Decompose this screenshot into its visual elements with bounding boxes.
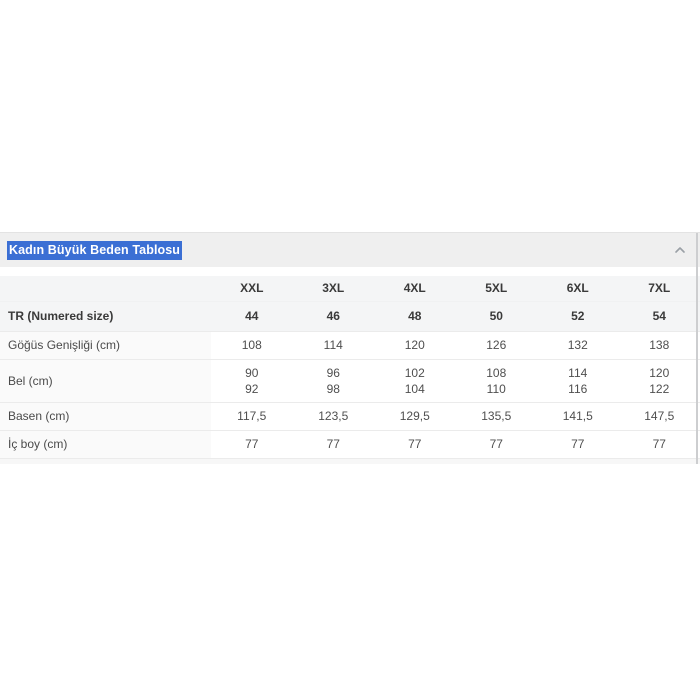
row-label: Basen (cm) [0,403,211,430]
size-value-cell: 141,5 [562,409,593,424]
row-label: Bel (cm) [0,360,211,402]
size-value-cell: 129,5 [399,409,430,424]
size-value-cell: 108 110 [486,365,507,396]
size-value-cell: 90 92 [245,365,259,396]
section-right-border [696,233,698,464]
column-header: 4XL [403,281,426,296]
column-header: XXL [240,281,264,296]
row-label: TR (Numered size) [8,309,114,324]
header-gap [0,267,700,276]
size-value-cell: 77 [245,437,259,452]
size-value-cell: 102 104 [404,365,425,396]
table-row-chest: Göğüs Genişliği (cm) 108 114 120 126 132… [0,332,700,360]
size-value-cell: 135,5 [481,409,512,424]
table-row-inseam: İç boy (cm) 77 77 77 77 77 77 [0,431,700,459]
column-header: 6XL [566,281,589,296]
size-value-cell: 77 [571,437,585,452]
size-value-cell: 77 [326,437,340,452]
size-value-cell: 50 [489,309,503,324]
column-header: 3XL [322,281,345,296]
size-value-cell: 52 [571,309,585,324]
size-value-cell: 147,5 [644,409,675,424]
size-table: XXL 3XL 4XL 5XL 6XL 7XL TR (Numered size… [0,276,700,459]
column-header: 5XL [485,281,508,296]
size-value-cell: 96 98 [326,365,340,396]
size-value-cell: 77 [489,437,503,452]
size-value-cell: 114 [323,338,343,353]
size-value-cell: 126 [486,338,507,353]
table-row-tr-size: TR (Numered size) 44 46 48 50 52 54 [0,302,700,332]
size-value-cell: 54 [652,309,666,324]
column-header: 7XL [648,281,671,296]
size-value-cell: 44 [245,309,259,324]
table-row-waist: Bel (cm) 90 92 96 98 102 104 108 110 114… [0,360,700,403]
table-row-hips: Basen (cm) 117,5 123,5 129,5 135,5 141,5… [0,403,700,431]
size-value-cell: 123,5 [318,409,349,424]
size-value-cell: 114 116 [568,365,588,396]
size-value-cell: 120 [404,338,425,353]
size-value-cell: 48 [408,309,422,324]
row-label: Göğüs Genişliği (cm) [0,332,211,359]
size-value-cell: 117,5 [237,409,267,424]
size-value-cell: 120 122 [649,365,670,396]
bottom-strip [0,459,700,464]
table-header-row: XXL 3XL 4XL 5XL 6XL 7XL [0,276,700,302]
size-value-cell: 108 [241,338,262,353]
size-chart-accordion: Kadın Büyük Beden Tablosu XXL 3XL 4XL 5X… [0,232,700,464]
accordion-title: Kadın Büyük Beden Tablosu [7,240,183,260]
chevron-up-icon[interactable] [672,242,688,258]
size-value-cell: 77 [408,437,422,452]
row-label: İç boy (cm) [0,431,211,458]
size-value-cell: 77 [652,437,666,452]
size-value-cell: 132 [567,338,588,353]
size-value-cell: 138 [649,338,670,353]
size-chart-accordion-header[interactable]: Kadın Büyük Beden Tablosu [0,233,700,267]
size-value-cell: 46 [326,309,340,324]
